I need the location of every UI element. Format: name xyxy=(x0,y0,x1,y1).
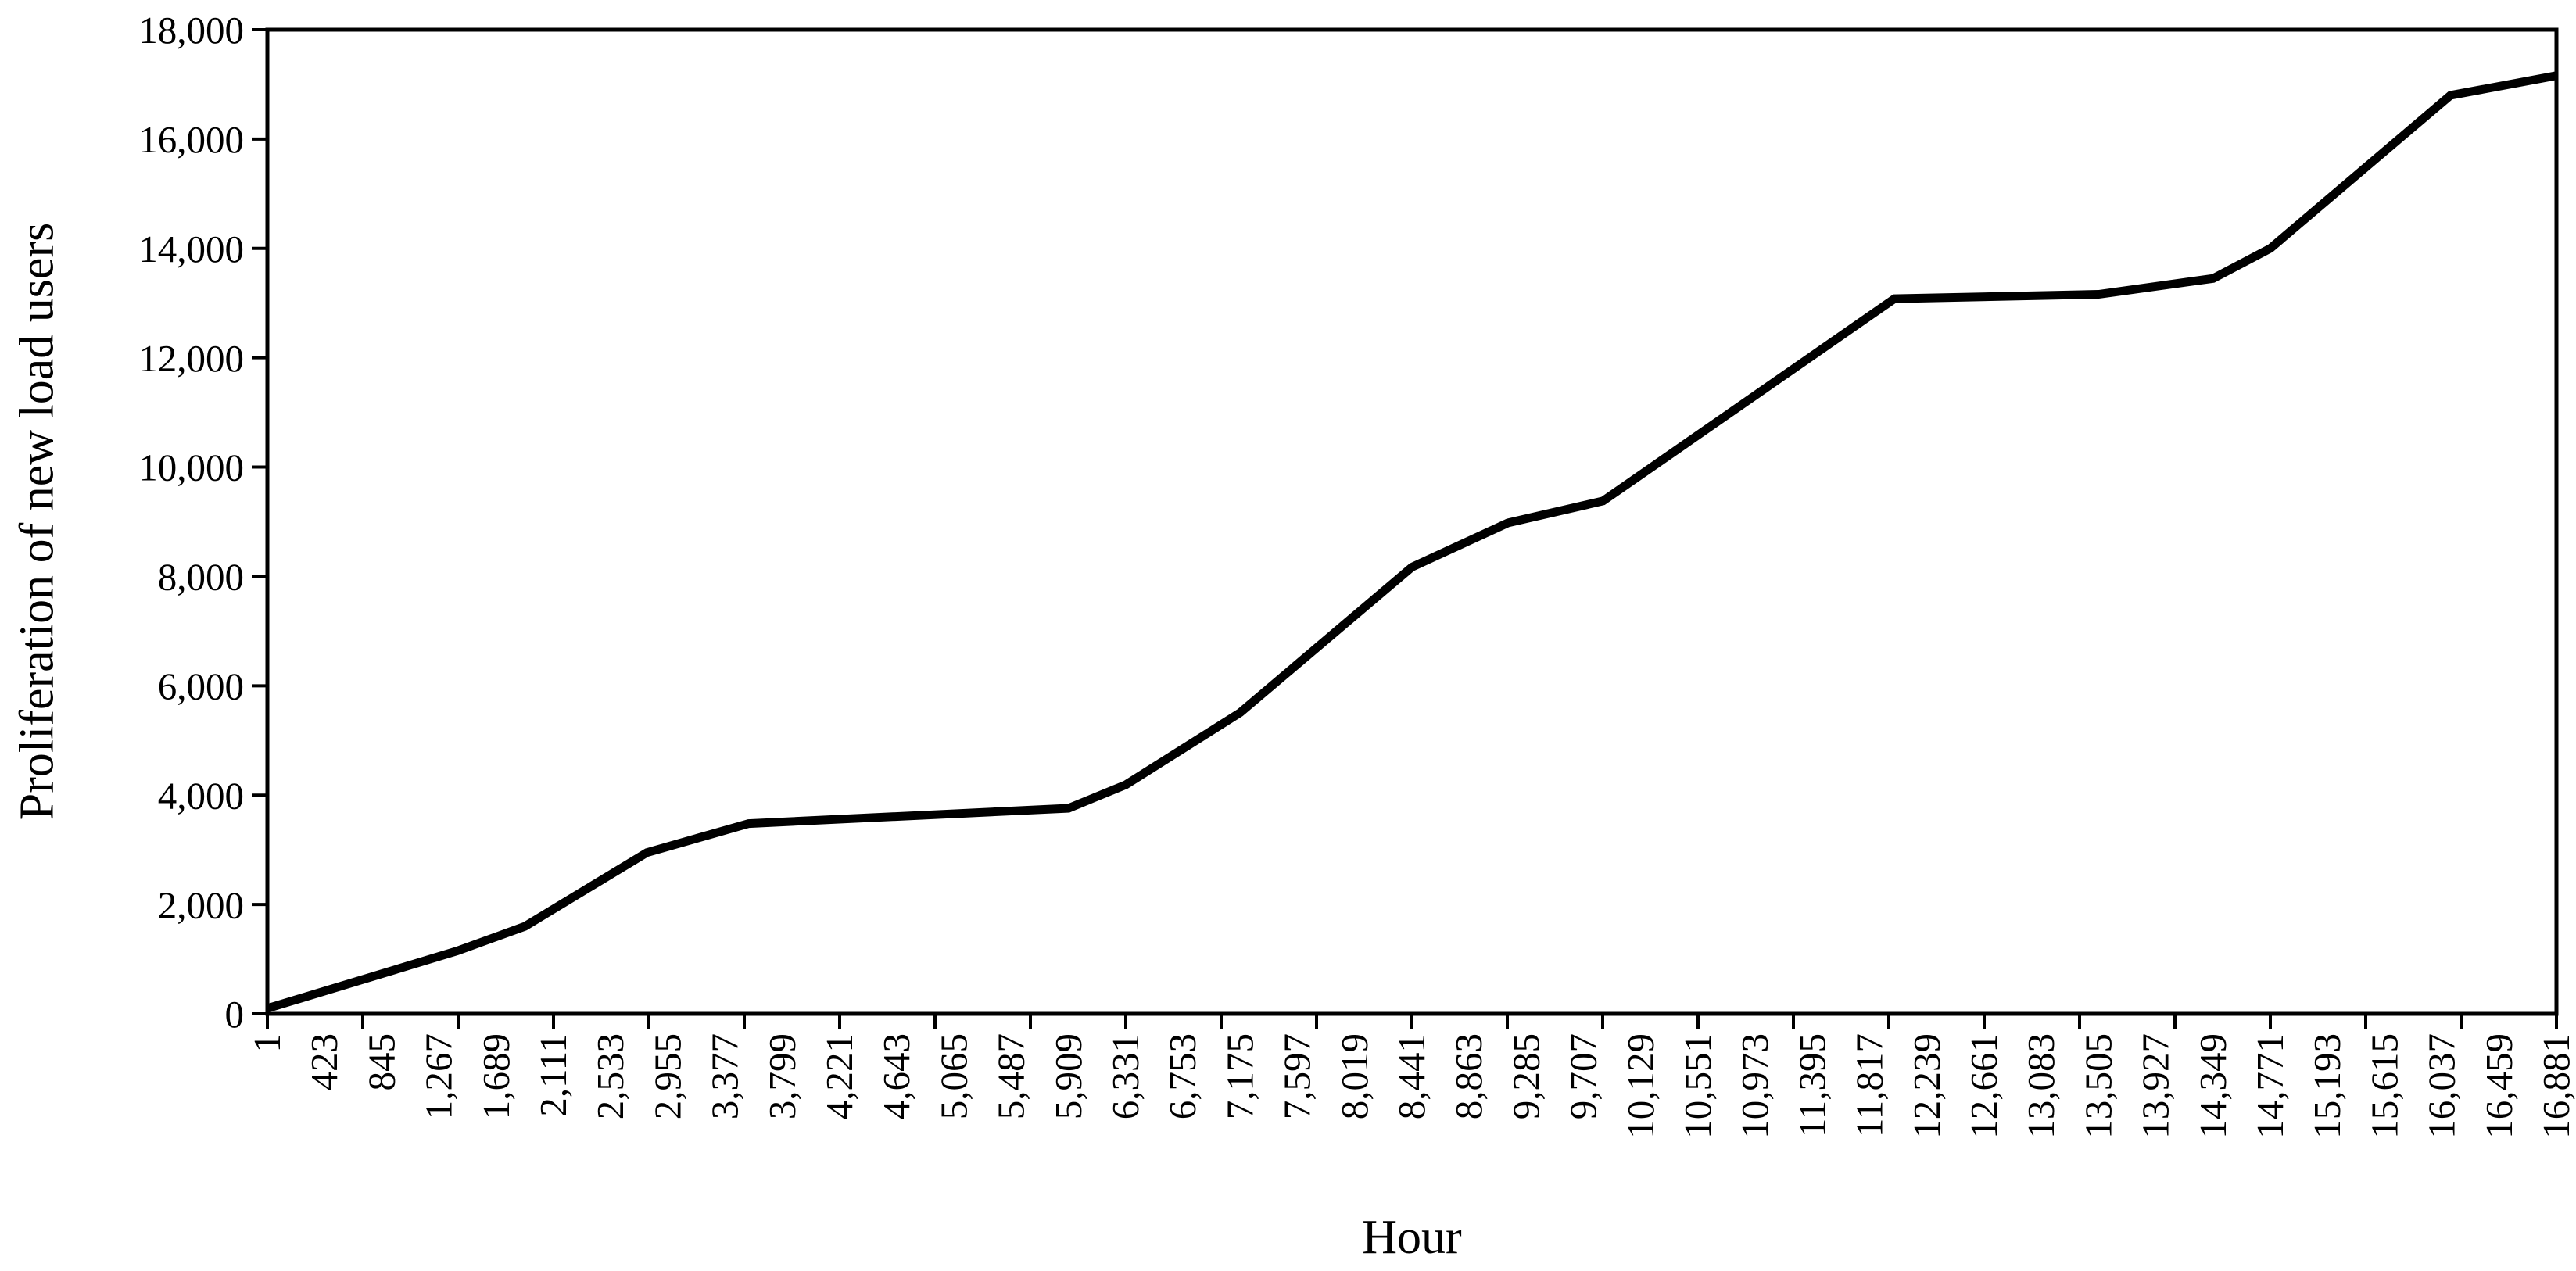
x-tick-label: 8,019 xyxy=(1333,1033,1376,1119)
y-tick-label: 6,000 xyxy=(158,664,244,707)
x-tick-label: 2,533 xyxy=(589,1033,632,1119)
y-tick-label: 12,000 xyxy=(138,337,244,380)
y-tick-label: 10,000 xyxy=(138,446,244,489)
x-tick-label: 11,395 xyxy=(1790,1033,1833,1137)
x-tick-label: 10,129 xyxy=(1619,1033,1662,1139)
x-tick-label: 1,267 xyxy=(417,1033,460,1119)
y-tick-label: 18,000 xyxy=(138,9,244,52)
x-tick-label: 2,955 xyxy=(646,1033,689,1119)
y-tick-label: 2,000 xyxy=(158,883,244,926)
x-tick-label: 2,111 xyxy=(532,1033,575,1117)
x-tick-label: 3,377 xyxy=(704,1033,747,1119)
x-tick-label: 14,771 xyxy=(2248,1033,2291,1139)
x-tick-label: 4,643 xyxy=(875,1033,918,1119)
x-tick-label: 5,065 xyxy=(932,1033,975,1119)
x-tick-label: 1 xyxy=(245,1033,288,1053)
x-tick-label: 13,083 xyxy=(2019,1033,2062,1139)
x-tick-label: 9,285 xyxy=(1504,1033,1547,1119)
x-tick-label: 16,459 xyxy=(2477,1033,2520,1139)
x-tick-label: 16,037 xyxy=(2420,1033,2463,1139)
plot-border xyxy=(265,27,2559,1016)
x-tick-label: 8,863 xyxy=(1447,1033,1490,1119)
x-tick-label: 12,661 xyxy=(1962,1033,2005,1139)
x-tick-label: 5,487 xyxy=(990,1033,1033,1119)
y-tick-label: 4,000 xyxy=(158,774,244,817)
x-tick-label: 14,349 xyxy=(2191,1033,2234,1139)
x-tick-label: 845 xyxy=(360,1033,403,1091)
x-tick-label: 6,331 xyxy=(1104,1033,1147,1119)
x-tick-label: 15,615 xyxy=(2363,1033,2406,1139)
x-tick-label: 6,753 xyxy=(1161,1033,1204,1119)
x-tick-label: 8,441 xyxy=(1390,1033,1433,1119)
x-tick-label: 4,221 xyxy=(818,1033,861,1119)
y-tick-label: 0 xyxy=(225,993,245,1036)
x-tick-label: 13,927 xyxy=(2134,1033,2177,1139)
data-series-line xyxy=(266,71,2558,1013)
x-tick-label: 16,881 xyxy=(2535,1033,2576,1139)
x-tick-label: 12,239 xyxy=(1905,1033,1948,1139)
x-axis-title: Hour xyxy=(1362,1211,1462,1264)
x-tick-label: 7,597 xyxy=(1276,1033,1319,1119)
x-tick-label: 3,799 xyxy=(761,1033,804,1119)
x-tick-label: 10,973 xyxy=(1733,1033,1776,1139)
x-tick-label: 1,689 xyxy=(475,1033,518,1119)
y-tick-label: 16,000 xyxy=(138,118,244,161)
x-tick-label: 13,505 xyxy=(2076,1033,2119,1139)
x-tick-label: 5,909 xyxy=(1047,1033,1090,1119)
y-tick-label: 14,000 xyxy=(138,227,244,270)
x-tick-label: 423 xyxy=(303,1033,346,1091)
y-axis-title: Proliferation of new load users xyxy=(10,222,64,821)
x-tick-label: 7,175 xyxy=(1218,1033,1261,1119)
y-tick-label: 8,000 xyxy=(158,556,244,599)
x-tick-label: 11,817 xyxy=(1848,1033,1891,1137)
x-tick-label: 9,707 xyxy=(1562,1033,1605,1119)
x-tick-label: 15,193 xyxy=(2306,1033,2348,1139)
x-tick-label: 10,551 xyxy=(1676,1033,1719,1139)
